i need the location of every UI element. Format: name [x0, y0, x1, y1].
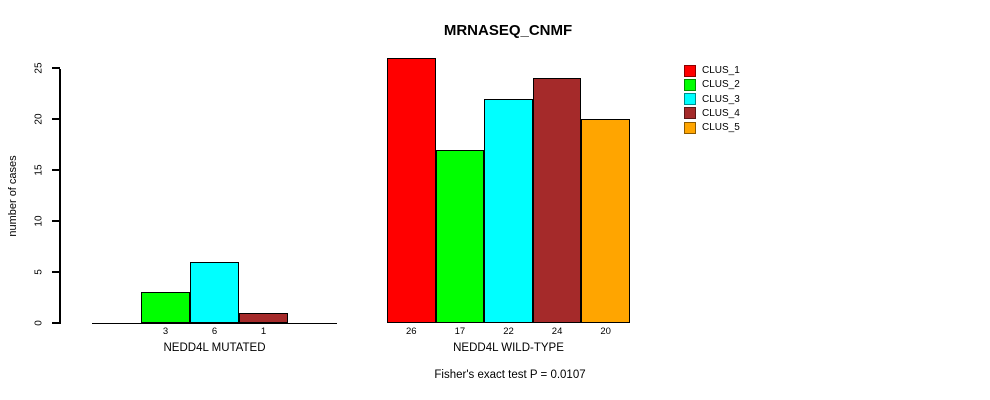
legend-swatch-clus_3: [684, 93, 696, 106]
legend-label: CLUS_4: [702, 107, 740, 119]
legend-swatch-clus_4: [684, 107, 696, 120]
y-tick: [52, 67, 60, 69]
legend-swatch-clus_1: [684, 64, 696, 77]
y-tick-label: 25: [33, 62, 45, 74]
legend-label: CLUS_2: [702, 79, 740, 91]
bar-value-label: 22: [503, 326, 514, 337]
legend-label: CLUS_3: [702, 93, 740, 105]
y-tick: [52, 271, 60, 273]
bar-value-label: 6: [211, 326, 218, 337]
y-tick-label: 20: [33, 113, 45, 125]
y-tick-label: 10: [33, 215, 45, 227]
bar-value-label: 1: [260, 326, 267, 337]
x-axis-line-mutated-group: [92, 322, 337, 324]
legend-swatch-clus_2: [684, 78, 696, 91]
y-tick: [52, 220, 60, 222]
bar-clus_4: [532, 78, 582, 323]
bar-value-label: 26: [406, 326, 417, 337]
bar-clus_1: [387, 57, 436, 323]
bar-clus_3: [190, 261, 239, 323]
group-label: NEDD4L MUTATED: [163, 342, 266, 354]
group-label: NEDD4L WILD-TYPE: [453, 342, 564, 354]
y-tick: [52, 322, 60, 324]
legend-label: CLUS_1: [702, 65, 740, 76]
y-tick-label: 5: [33, 269, 45, 275]
bar-clus_2: [435, 149, 485, 323]
y-tick-label: 0: [33, 320, 45, 326]
y-tick: [52, 169, 60, 171]
bar-clus_5: [581, 119, 630, 323]
bar-value-label: 24: [551, 326, 563, 337]
bar-clus_2: [141, 292, 190, 323]
bar-clus_3: [484, 98, 533, 323]
y-axis-title: number of cases: [7, 155, 19, 237]
bar-value-label: 20: [600, 326, 611, 337]
legend-swatch-clus_5: [684, 121, 696, 134]
y-axis-line: [59, 68, 61, 324]
y-tick: [52, 118, 60, 120]
bar-value-label: 3: [162, 326, 169, 337]
legend-label: CLUS_5: [702, 122, 740, 134]
y-tick-label: 15: [33, 164, 45, 176]
bar-clus_4: [239, 312, 288, 323]
bar-value-label: 17: [454, 326, 466, 337]
chart-title: MRNASEQ_CNMF: [443, 22, 573, 39]
fisher-test-footnote: Fisher's exact test P = 0.0107: [434, 369, 586, 381]
